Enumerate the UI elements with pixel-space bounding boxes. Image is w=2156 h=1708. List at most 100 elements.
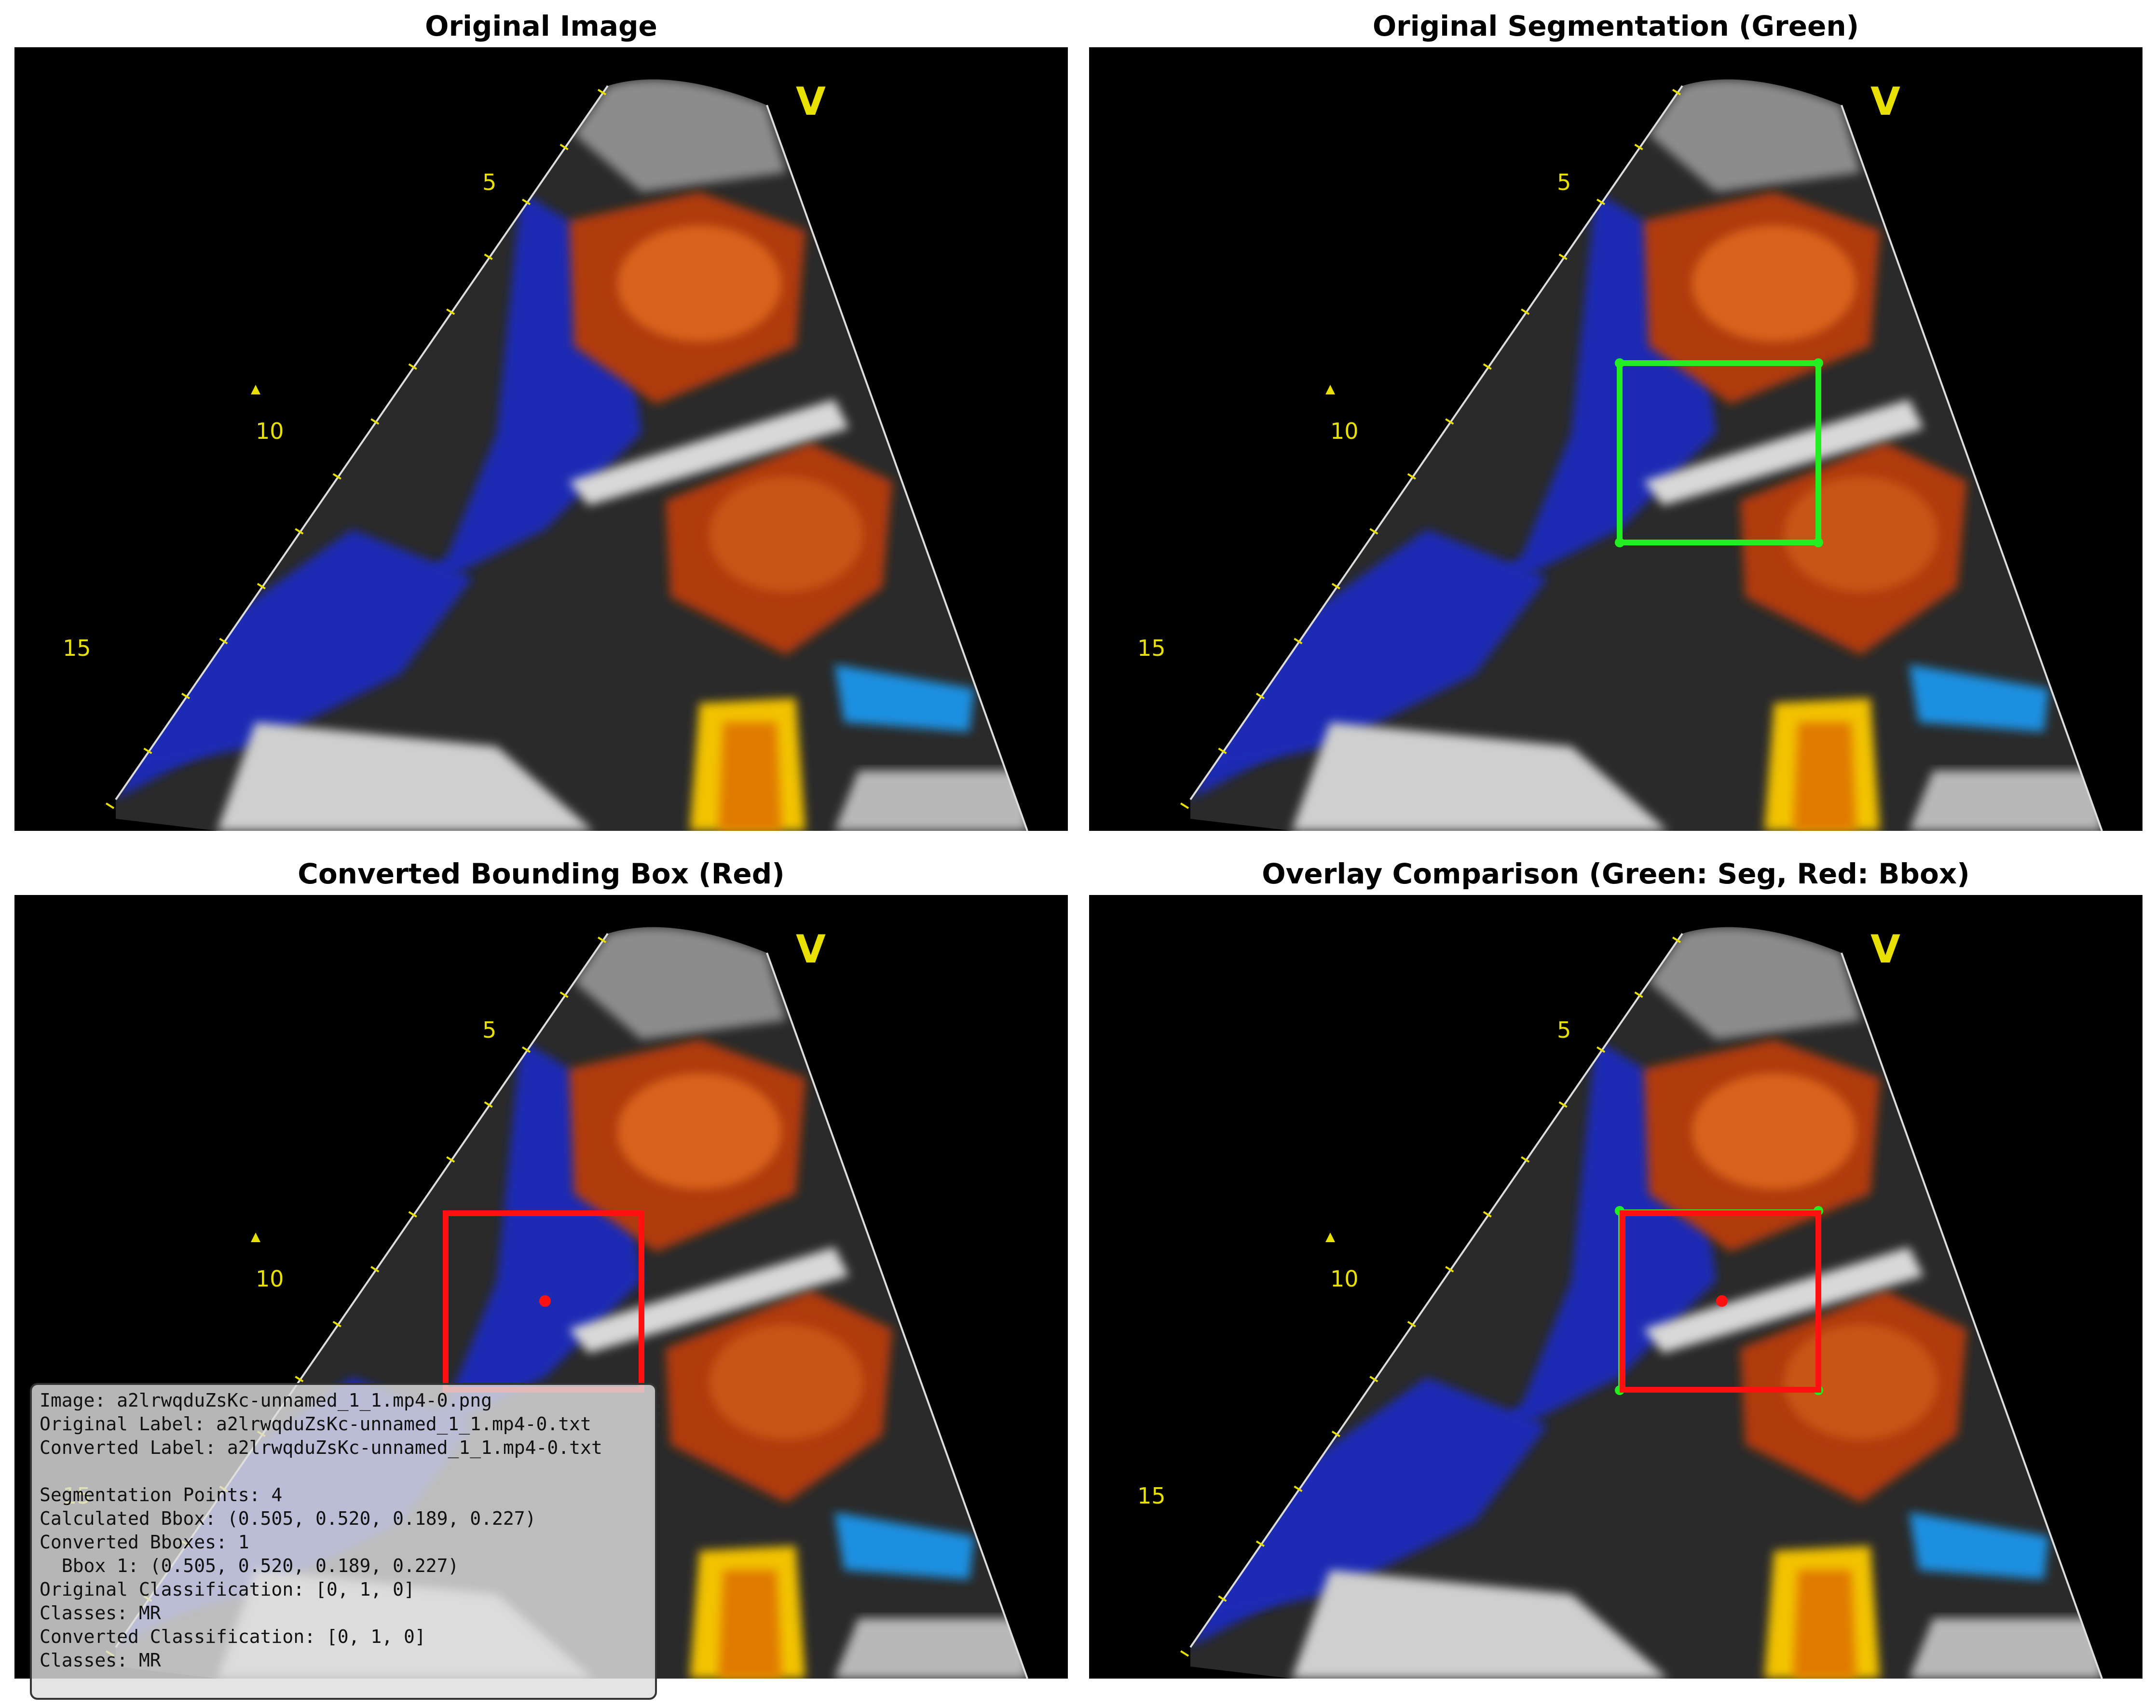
tissue-band (569, 399, 849, 505)
panel-overlay-comparison: 5 10 15 V (1089, 895, 2142, 1679)
depth-tick (559, 991, 569, 998)
depth-tick (1180, 1650, 1189, 1657)
sector-edge-left (115, 85, 609, 800)
depth-tick (105, 802, 115, 809)
segmentation-vertex (1615, 538, 1624, 547)
tissue-lower-left (217, 722, 593, 831)
info-converted-label: Converted Label: a2lrwqduZsKc-unnamed_1_… (40, 1437, 602, 1458)
sector-edge-right (1841, 105, 2103, 831)
info-classes-converted: Classes: MR (40, 1650, 161, 1671)
depth-tick (408, 363, 417, 370)
depth-label: 15 (1137, 635, 1166, 661)
sector-edge-left (1189, 85, 1683, 800)
depth-tick (446, 1156, 455, 1163)
tissue-band (1644, 1247, 1924, 1353)
sector-edge-right (766, 952, 1028, 1679)
blue-flow-left (116, 1040, 641, 1647)
depth-tick (1483, 1211, 1492, 1218)
orange-flow-core (617, 1073, 781, 1189)
depth-label: 10 (256, 418, 284, 444)
panel-title-original-segmentation: Original Segmentation (Green) (1372, 10, 1859, 42)
depth-label: 10 (1330, 1266, 1359, 1292)
depth-tick (484, 1101, 493, 1108)
depth-tick (522, 198, 531, 205)
orange-flow-core-lower (709, 476, 863, 592)
tissue-lower-left (1292, 1570, 1668, 1679)
depth-tick (408, 1211, 417, 1218)
probe-marker: V (1870, 927, 1900, 972)
info-converted-bboxes: Converted Bboxes: 1 (40, 1532, 249, 1553)
panel-original-image: 5 10 15 V (14, 47, 1068, 831)
depth-tick (219, 637, 228, 645)
depth-label: 10 (256, 1266, 284, 1292)
depth-label: 15 (63, 635, 91, 661)
depth-tick (1597, 1046, 1606, 1053)
bbox-center-point (539, 1295, 551, 1307)
sector-image (116, 79, 1027, 831)
depth-tick (370, 1266, 380, 1273)
depth-label: 5 (1557, 1017, 1571, 1043)
blue-flow-left (1190, 192, 1716, 800)
panel-original-segmentation: 5 10 15 V (1089, 47, 2142, 831)
depth-tick (257, 583, 266, 590)
info-calculated-bbox: Calculated Bbox: (0.505, 0.520, 0.189, 0… (40, 1508, 536, 1529)
regurgitant-jet-core (1793, 722, 1856, 831)
sector-image (1190, 79, 2102, 831)
depth-tick (181, 692, 190, 700)
depth-tick (143, 747, 152, 754)
segmentation-vertex (1814, 358, 1823, 368)
orange-flow-core (617, 226, 781, 341)
bbox-rectangle (1620, 1210, 1821, 1393)
ultrasound-image: 5 10 15 V (1137, 79, 2103, 831)
depth-tick (1634, 144, 1643, 150)
depth-tick (1445, 1266, 1454, 1273)
depth-tick (1672, 89, 1681, 95)
sector-edge-left (1189, 933, 1683, 1648)
depth-tick (1255, 1540, 1265, 1547)
depth-tick (1407, 473, 1416, 480)
focus-marker (251, 385, 260, 394)
blue-flow-right (834, 1512, 974, 1580)
depth-tick (597, 89, 607, 95)
depth-tick (1558, 1101, 1568, 1108)
depth-label: 5 (482, 1017, 496, 1043)
tissue-lower-right (1909, 771, 2102, 831)
tissue-lower-right (1909, 1618, 2102, 1679)
depth-tick (295, 528, 304, 535)
ultrasound-image: 5 10 15 V (1137, 927, 2103, 1679)
ultrasound-image: 5 10 15 V (63, 79, 1028, 831)
bbox-center-point (1716, 1295, 1728, 1307)
tissue-lower-right (834, 1618, 1027, 1679)
blue-flow-lower (1210, 1377, 1547, 1618)
depth-tick (522, 1046, 531, 1053)
blue-flow-left (1190, 1040, 1716, 1647)
depth-tick (1369, 528, 1378, 535)
probe-marker: V (796, 927, 826, 972)
info-converted-classification: Converted Classification: [0, 1, 0] (40, 1626, 426, 1647)
depth-tick (1558, 253, 1568, 260)
blue-flow-lower (1210, 529, 1547, 771)
regurgitant-jet-core (719, 1570, 781, 1679)
orange-flow-core-lower (1784, 476, 1938, 592)
depth-tick (1521, 308, 1530, 315)
probe-marker: V (1870, 79, 1900, 124)
tissue-band (1644, 399, 1924, 505)
depth-tick (1331, 1430, 1340, 1437)
depth-tick (1294, 1485, 1303, 1492)
probe-marker: V (796, 79, 826, 124)
depth-tick (1180, 802, 1189, 809)
blue-flow-left (116, 192, 641, 800)
depth-tick (1521, 1156, 1530, 1163)
orange-flow-core-lower (709, 1324, 863, 1440)
regurgitant-jet-core (1793, 1570, 1856, 1679)
depth-label: 10 (1330, 418, 1359, 444)
blue-flow-right (834, 664, 974, 732)
depth-tick (1634, 991, 1643, 998)
segmentation-vertex (1615, 358, 1624, 368)
orange-flow-core-lower (1784, 1324, 1938, 1440)
depth-tick (597, 936, 607, 943)
depth-tick (1407, 1321, 1416, 1328)
depth-tick (332, 1321, 341, 1328)
info-bbox-1: Bbox 1: (0.505, 0.520, 0.189, 0.227) (40, 1555, 459, 1576)
sector-edge-right (766, 105, 1028, 831)
